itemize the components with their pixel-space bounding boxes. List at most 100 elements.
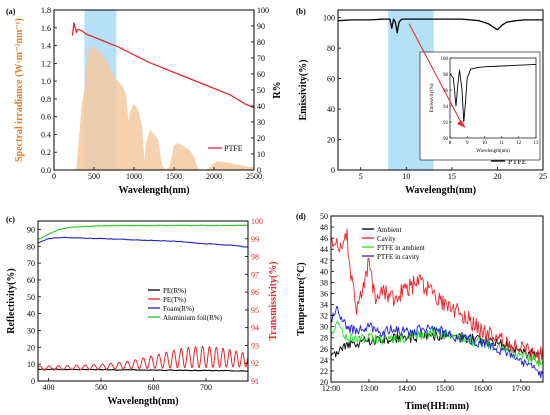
plot-frame [37,220,249,382]
x-tick-label: 1500 [166,172,182,181]
x-tick-label: 20 [493,172,501,181]
y2-tick-label: 60 [257,70,265,79]
legend-label-ptfe: PTFE [508,157,527,166]
inset-x-tick-label: 9 [466,141,469,146]
inset-background [419,51,541,161]
x-tick-label: 500 [95,383,107,392]
y-tick-label: 42 [320,256,328,265]
x-tick-label: 500 [88,172,100,181]
y2-tick-label: 100 [251,217,263,226]
inset-y-tick-label: 98 [443,73,449,78]
x-axis-label: Wavelength(nm) [118,185,189,196]
x-tick-label: 400 [43,383,55,392]
y-tick-label: 26 [320,345,328,354]
y2-tick-label: 90 [257,22,265,31]
inset-y-tick-label: 94 [443,105,449,110]
inset-x-tick-label: 13 [534,141,540,146]
inset-x-axis-label: Wavelength(nm) [476,149,510,154]
inset-pointer-arrowhead [457,120,466,128]
x-tick-label: 1000 [126,172,142,181]
y-tick-label: 38 [320,278,328,287]
x-tick-label: 5 [359,172,363,181]
panel-label: (d) [296,212,306,221]
y-tick-label: 46 [320,234,328,243]
series-line-pe-transmissivity [37,346,249,371]
y2-tick-label: 98 [251,253,259,262]
y-tick-label: 1.2 [41,59,51,68]
y-tick-label: 20 [327,136,335,145]
series-line-2 [330,320,544,368]
panel-b: 5 10 15 20 25 0 20 40 60 80 100 (b) Wavelength(nm) Em… [296,7,547,196]
y-tick-label: 0.2 [41,148,51,157]
x-axis-label: Time(HH:mm) [405,401,469,412]
x-tick-label: 0 [52,172,56,181]
inset-y-tick-label: 96 [443,89,449,94]
y2-axis-label: Transmissivity(%) [268,261,279,340]
panel-c: 400 500 600 700 0 10 20 30 40 50 60 70 80 90 91 92 93 94 9… [6,215,279,407]
inset-y-axis-label: Emissivity(%) [430,83,435,112]
y2-tick-label: 92 [251,359,259,368]
y2-tick-label: 70 [257,54,265,63]
legend-label-ptfe: PTFE [224,144,243,153]
plot-frame [337,9,544,171]
y2-tick-label: 94 [251,324,259,333]
legend-label: PE(T%) [163,296,187,304]
y-tick-label: 0.4 [41,130,51,139]
y-tick-label: 0.8 [41,95,51,104]
y-tick-label: 40 [320,267,328,276]
y-tick-label: 10 [27,360,35,369]
y-tick-label: 80 [327,44,335,53]
x-tick-label: 2000 [206,172,222,181]
x-tick-label: 700 [200,383,212,392]
legend-label: PE(R%) [163,287,187,295]
y-tick-label: 0.0 [41,166,51,175]
legend-label: Ambient [377,226,402,234]
legend-label: Foam(R%) [163,305,195,313]
x-tick-label: 13:00 [360,384,378,393]
y2-tick-label: 80 [257,38,265,47]
y-tick-label: 80 [27,242,35,251]
y-tick-label: 1.6 [41,24,51,33]
irradiance-area [76,44,255,171]
y-axis-label: Reflectivity(%) [6,268,17,334]
x-tick-label: 12:00 [322,384,340,393]
panel-label: (a) [6,7,16,16]
y2-tick-label: 96 [251,288,259,297]
series-line-3 [37,224,249,240]
inset-frame [449,57,537,139]
x-axis-label: Wavelength(nm) [107,396,178,407]
inset-y-tick-label: 92 [443,121,449,126]
y-tick-label: 32 [320,312,328,321]
y-axis-label: Temperature(°C) [296,262,307,335]
y-axis-label: Spectral irradiance (W·m⁻²nm⁻¹) [14,18,25,162]
legend-label: PTFE in cavity [377,253,420,261]
y2-tick-label: 50 [257,86,265,95]
y-tick-label: 60 [327,75,335,84]
y-tick-label: 70 [27,259,35,268]
legend-label: Cavity [377,235,396,243]
inset-x-tick-label: 8 [449,141,452,146]
y-tick-label: 34 [320,301,328,310]
inset-x-tick-label: 11 [499,141,504,146]
y-tick-label: 1.8 [41,6,51,15]
inset-pointer-arrow [408,23,464,127]
y2-tick-label: 0 [257,166,261,175]
y2-tick-label: 91 [251,377,259,386]
x-axis-label: Wavelength(nm) [405,185,476,196]
y-tick-label: 44 [320,245,328,254]
inset-x-tick-label: 10 [482,141,488,146]
panel-label: (c) [6,215,15,224]
y-tick-label: 0 [31,377,35,386]
plot-frame [330,215,544,383]
y2-tick-label: 97 [251,270,259,279]
y-tick-label: 40 [327,105,335,114]
y-axis-label: Emissivity(%) [298,59,309,120]
y-tick-label: 1.0 [41,77,51,86]
x-tick-label: 16:00 [474,384,492,393]
y-tick-label: 0 [331,166,335,175]
x-tick-label: 25 [539,172,547,181]
y-tick-label: 28 [320,334,328,343]
ptfe-reflectance-line [71,22,255,109]
y2-tick-label: 20 [257,134,265,143]
